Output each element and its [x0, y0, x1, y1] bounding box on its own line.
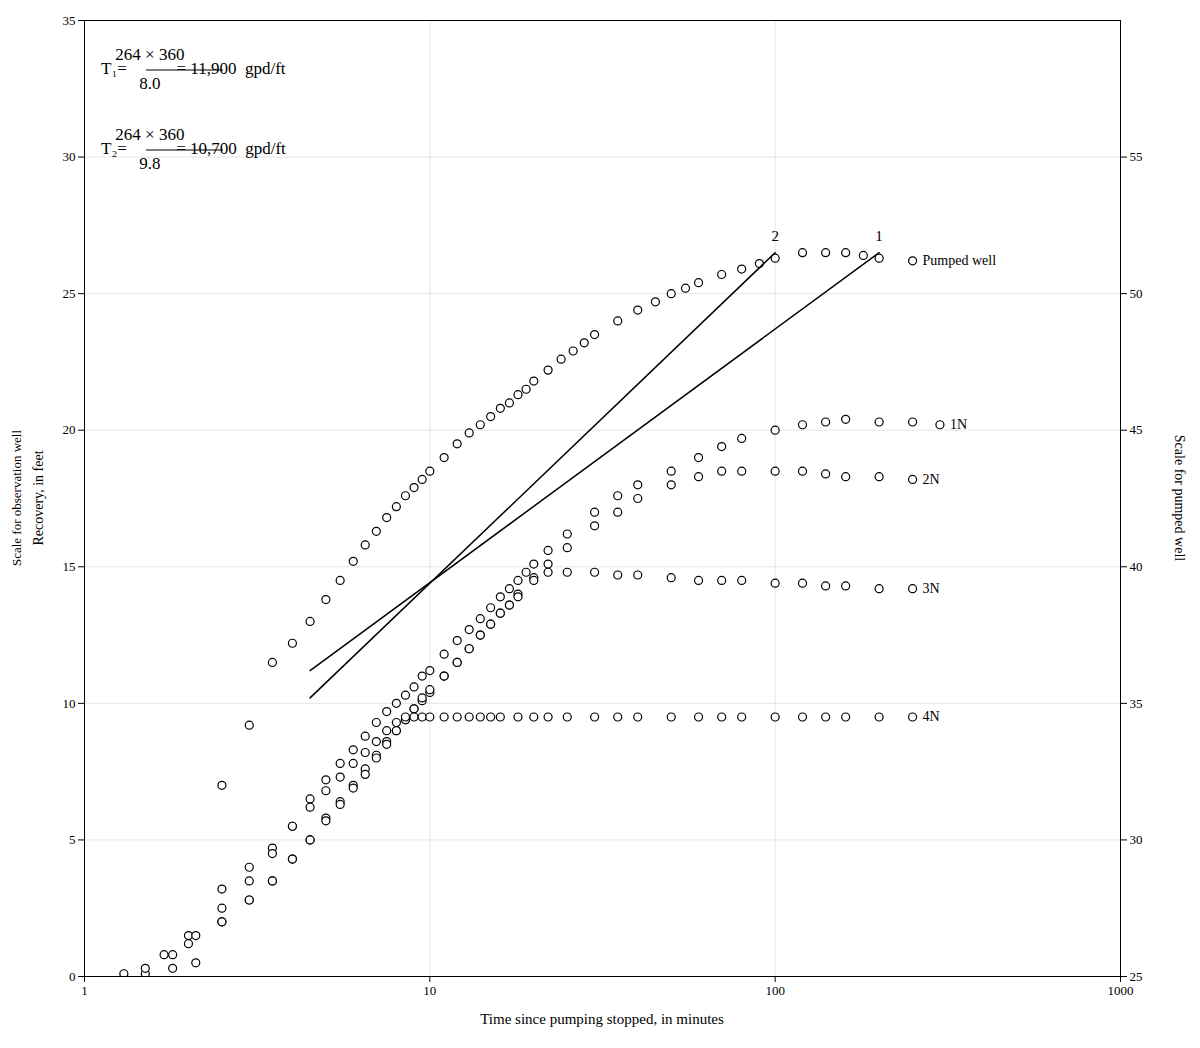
svg-text:Scale for pumped well: Scale for pumped well	[1172, 435, 1187, 561]
svg-text:T₁=: T₁=	[101, 58, 127, 78]
svg-text:T₂=: T₂=	[101, 138, 127, 158]
svg-text:20: 20	[63, 422, 76, 437]
svg-text:10: 10	[423, 983, 436, 998]
svg-text:9.8: 9.8	[139, 154, 160, 173]
svg-text:2N: 2N	[923, 472, 940, 487]
svg-text:35: 35	[63, 13, 76, 28]
svg-text:40: 40	[1130, 559, 1143, 574]
svg-text:55: 55	[1130, 149, 1143, 164]
svg-text:Scale for observation well: Scale for observation well	[9, 430, 24, 566]
svg-text:8.0: 8.0	[139, 74, 160, 93]
svg-text:5: 5	[69, 832, 76, 847]
svg-text:= 11,900 gpd/ft: = 11,900 gpd/ft	[176, 59, 285, 78]
svg-text:Recovery, in feet: Recovery, in feet	[31, 450, 46, 545]
svg-text:Time since pumping stopped, in: Time since pumping stopped, in minutes	[480, 1011, 724, 1027]
svg-text:35: 35	[1130, 696, 1143, 711]
svg-text:4N: 4N	[923, 709, 940, 724]
svg-text:1: 1	[81, 983, 88, 998]
svg-text:3N: 3N	[923, 581, 940, 596]
svg-text:2: 2	[771, 228, 779, 244]
svg-text:100: 100	[765, 983, 785, 998]
svg-text:15: 15	[63, 559, 76, 574]
svg-text:45: 45	[1130, 422, 1143, 437]
svg-text:1: 1	[875, 228, 883, 244]
svg-text:264 × 360: 264 × 360	[115, 45, 184, 64]
svg-text:Pumped well: Pumped well	[923, 253, 997, 268]
svg-text:25: 25	[63, 286, 76, 301]
svg-text:0: 0	[69, 969, 76, 984]
svg-text:1000: 1000	[1108, 983, 1134, 998]
svg-text:264 × 360: 264 × 360	[115, 125, 184, 144]
svg-text:30: 30	[1130, 832, 1143, 847]
svg-text:1N: 1N	[950, 417, 967, 432]
svg-text:10: 10	[63, 696, 76, 711]
svg-text:30: 30	[63, 149, 76, 164]
svg-text:50: 50	[1130, 286, 1143, 301]
svg-text:25: 25	[1130, 969, 1143, 984]
svg-text:= 10,700 gpd/ft: = 10,700 gpd/ft	[176, 139, 286, 158]
